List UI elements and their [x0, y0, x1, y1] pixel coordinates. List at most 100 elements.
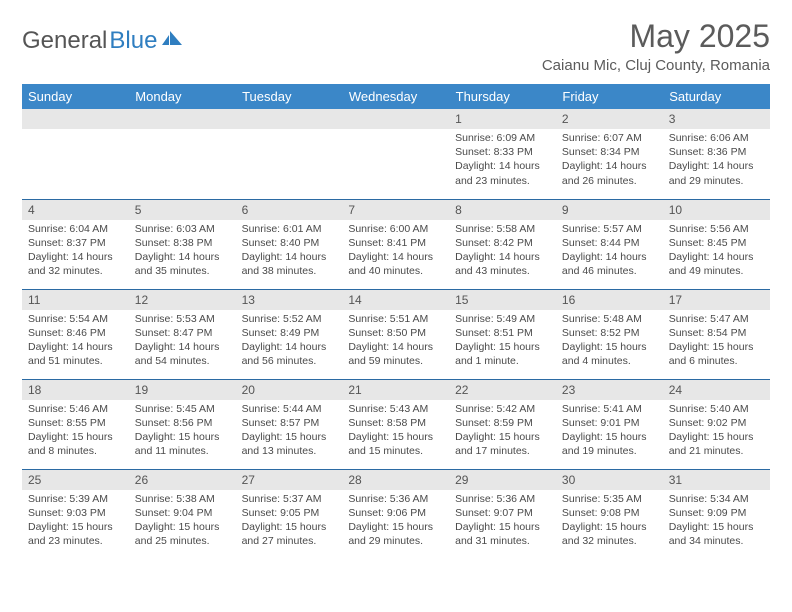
calendar-body: 1Sunrise: 6:09 AMSunset: 8:33 PMDaylight… — [22, 109, 770, 559]
calendar-table: Sunday Monday Tuesday Wednesday Thursday… — [22, 84, 770, 559]
day-number: 30 — [556, 470, 663, 490]
day-header-row: Sunday Monday Tuesday Wednesday Thursday… — [22, 84, 770, 109]
day-number: 22 — [449, 380, 556, 400]
day-number: 25 — [22, 470, 129, 490]
daylight-text: Daylight: 14 hours and 59 minutes. — [348, 340, 443, 368]
sunset-text: Sunset: 8:51 PM — [455, 326, 550, 340]
sunrise-text: Sunrise: 5:42 AM — [455, 402, 550, 416]
day-cell: 4Sunrise: 6:04 AMSunset: 8:37 PMDaylight… — [22, 199, 129, 289]
day-number: 23 — [556, 380, 663, 400]
day-details: Sunrise: 5:56 AMSunset: 8:45 PMDaylight:… — [663, 220, 770, 283]
day-details: Sunrise: 6:07 AMSunset: 8:34 PMDaylight:… — [556, 129, 663, 192]
location-label: Caianu Mic, Cluj County, Romania — [542, 57, 770, 74]
day-cell: 31Sunrise: 5:34 AMSunset: 9:09 PMDayligh… — [663, 469, 770, 559]
sunset-text: Sunset: 8:54 PM — [669, 326, 764, 340]
day-cell: 29Sunrise: 5:36 AMSunset: 9:07 PMDayligh… — [449, 469, 556, 559]
sunrise-text: Sunrise: 5:54 AM — [28, 312, 123, 326]
day-details: Sunrise: 5:35 AMSunset: 9:08 PMDaylight:… — [556, 490, 663, 553]
daylight-text: Daylight: 15 hours and 13 minutes. — [242, 430, 337, 458]
day-details: Sunrise: 5:38 AMSunset: 9:04 PMDaylight:… — [129, 490, 236, 553]
daylight-text: Daylight: 15 hours and 11 minutes. — [135, 430, 230, 458]
month-title: May 2025 — [542, 18, 770, 55]
sunrise-text: Sunrise: 6:00 AM — [348, 222, 443, 236]
day-number: 17 — [663, 290, 770, 310]
day-cell: 8Sunrise: 5:58 AMSunset: 8:42 PMDaylight… — [449, 199, 556, 289]
day-cell: 30Sunrise: 5:35 AMSunset: 9:08 PMDayligh… — [556, 469, 663, 559]
sunrise-text: Sunrise: 5:36 AM — [348, 492, 443, 506]
title-block: May 2025 Caianu Mic, Cluj County, Romani… — [542, 18, 770, 74]
day-details: Sunrise: 5:48 AMSunset: 8:52 PMDaylight:… — [556, 310, 663, 373]
sunrise-text: Sunrise: 6:07 AM — [562, 131, 657, 145]
day-cell — [342, 109, 449, 199]
day-number: 11 — [22, 290, 129, 310]
dayhead-sat: Saturday — [663, 84, 770, 109]
dayhead-thu: Thursday — [449, 84, 556, 109]
day-number: 5 — [129, 200, 236, 220]
sunset-text: Sunset: 8:58 PM — [348, 416, 443, 430]
day-details: Sunrise: 5:58 AMSunset: 8:42 PMDaylight:… — [449, 220, 556, 283]
sunrise-text: Sunrise: 6:06 AM — [669, 131, 764, 145]
sunrise-text: Sunrise: 5:38 AM — [135, 492, 230, 506]
day-cell: 24Sunrise: 5:40 AMSunset: 9:02 PMDayligh… — [663, 379, 770, 469]
day-cell: 5Sunrise: 6:03 AMSunset: 8:38 PMDaylight… — [129, 199, 236, 289]
sunrise-text: Sunrise: 5:41 AM — [562, 402, 657, 416]
day-number: 1 — [449, 109, 556, 129]
daylight-text: Daylight: 14 hours and 26 minutes. — [562, 159, 657, 187]
daylight-text: Daylight: 15 hours and 17 minutes. — [455, 430, 550, 458]
sunrise-text: Sunrise: 5:40 AM — [669, 402, 764, 416]
week-row: 18Sunrise: 5:46 AMSunset: 8:55 PMDayligh… — [22, 379, 770, 469]
daylight-text: Daylight: 15 hours and 34 minutes. — [669, 520, 764, 548]
sunset-text: Sunset: 9:08 PM — [562, 506, 657, 520]
sunset-text: Sunset: 8:55 PM — [28, 416, 123, 430]
daylight-text: Daylight: 14 hours and 56 minutes. — [242, 340, 337, 368]
day-number: 27 — [236, 470, 343, 490]
week-row: 25Sunrise: 5:39 AMSunset: 9:03 PMDayligh… — [22, 469, 770, 559]
day-number — [342, 109, 449, 129]
day-details: Sunrise: 5:34 AMSunset: 9:09 PMDaylight:… — [663, 490, 770, 553]
daylight-text: Daylight: 15 hours and 8 minutes. — [28, 430, 123, 458]
day-details: Sunrise: 5:53 AMSunset: 8:47 PMDaylight:… — [129, 310, 236, 373]
day-number: 12 — [129, 290, 236, 310]
sunset-text: Sunset: 8:45 PM — [669, 236, 764, 250]
day-cell: 11 Sunrise: 5:54 AMSunset: 8:46 PMDayligh… — [22, 289, 129, 379]
day-cell: 15Sunrise: 5:49 AMSunset: 8:51 PMDayligh… — [449, 289, 556, 379]
day-number — [22, 109, 129, 129]
day-details: Sunrise: 5:44 AMSunset: 8:57 PMDaylight:… — [236, 400, 343, 463]
daylight-text: Daylight: 14 hours and 51 minutes. — [28, 340, 123, 368]
daylight-text: Daylight: 15 hours and 32 minutes. — [562, 520, 657, 548]
dayhead-tue: Tuesday — [236, 84, 343, 109]
day-cell: 6Sunrise: 6:01 AMSunset: 8:40 PMDaylight… — [236, 199, 343, 289]
day-number: 29 — [449, 470, 556, 490]
day-details: Sunrise: 5:37 AMSunset: 9:05 PMDaylight:… — [236, 490, 343, 553]
dayhead-wed: Wednesday — [342, 84, 449, 109]
day-cell: 19Sunrise: 5:45 AMSunset: 8:56 PMDayligh… — [129, 379, 236, 469]
day-number: 28 — [342, 470, 449, 490]
day-number: 2 — [556, 109, 663, 129]
daylight-text: Daylight: 15 hours and 21 minutes. — [669, 430, 764, 458]
day-details: Sunrise: 6:04 AMSunset: 8:37 PMDaylight:… — [22, 220, 129, 283]
day-cell — [236, 109, 343, 199]
sunrise-text: Sunrise: 5:36 AM — [455, 492, 550, 506]
day-number: 6 — [236, 200, 343, 220]
dayhead-sun: Sunday — [22, 84, 129, 109]
day-cell: 17Sunrise: 5:47 AMSunset: 8:54 PMDayligh… — [663, 289, 770, 379]
dayhead-fri: Friday — [556, 84, 663, 109]
calendar-page: GeneralBlue May 2025 Caianu Mic, Cluj Co… — [0, 0, 792, 569]
day-details: Sunrise: 5:46 AMSunset: 8:55 PMDaylight:… — [22, 400, 129, 463]
sunrise-text: Sunrise: 5:45 AM — [135, 402, 230, 416]
day-details: Sunrise: 5:57 AMSunset: 8:44 PMDaylight:… — [556, 220, 663, 283]
sunset-text: Sunset: 8:41 PM — [348, 236, 443, 250]
day-cell: 12Sunrise: 5:53 AMSunset: 8:47 PMDayligh… — [129, 289, 236, 379]
week-row: 1Sunrise: 6:09 AMSunset: 8:33 PMDaylight… — [22, 109, 770, 199]
daylight-text: Daylight: 14 hours and 35 minutes. — [135, 250, 230, 278]
day-number: 21 — [342, 380, 449, 400]
day-number: 18 — [22, 380, 129, 400]
daylight-text: Daylight: 14 hours and 43 minutes. — [455, 250, 550, 278]
sunset-text: Sunset: 8:46 PM — [28, 326, 123, 340]
sunset-text: Sunset: 9:04 PM — [135, 506, 230, 520]
day-cell: 16Sunrise: 5:48 AMSunset: 8:52 PMDayligh… — [556, 289, 663, 379]
day-details: Sunrise: 5:52 AMSunset: 8:49 PMDaylight:… — [236, 310, 343, 373]
daylight-text: Daylight: 15 hours and 29 minutes. — [348, 520, 443, 548]
sunrise-text: Sunrise: 6:04 AM — [28, 222, 123, 236]
daylight-text: Daylight: 14 hours and 54 minutes. — [135, 340, 230, 368]
